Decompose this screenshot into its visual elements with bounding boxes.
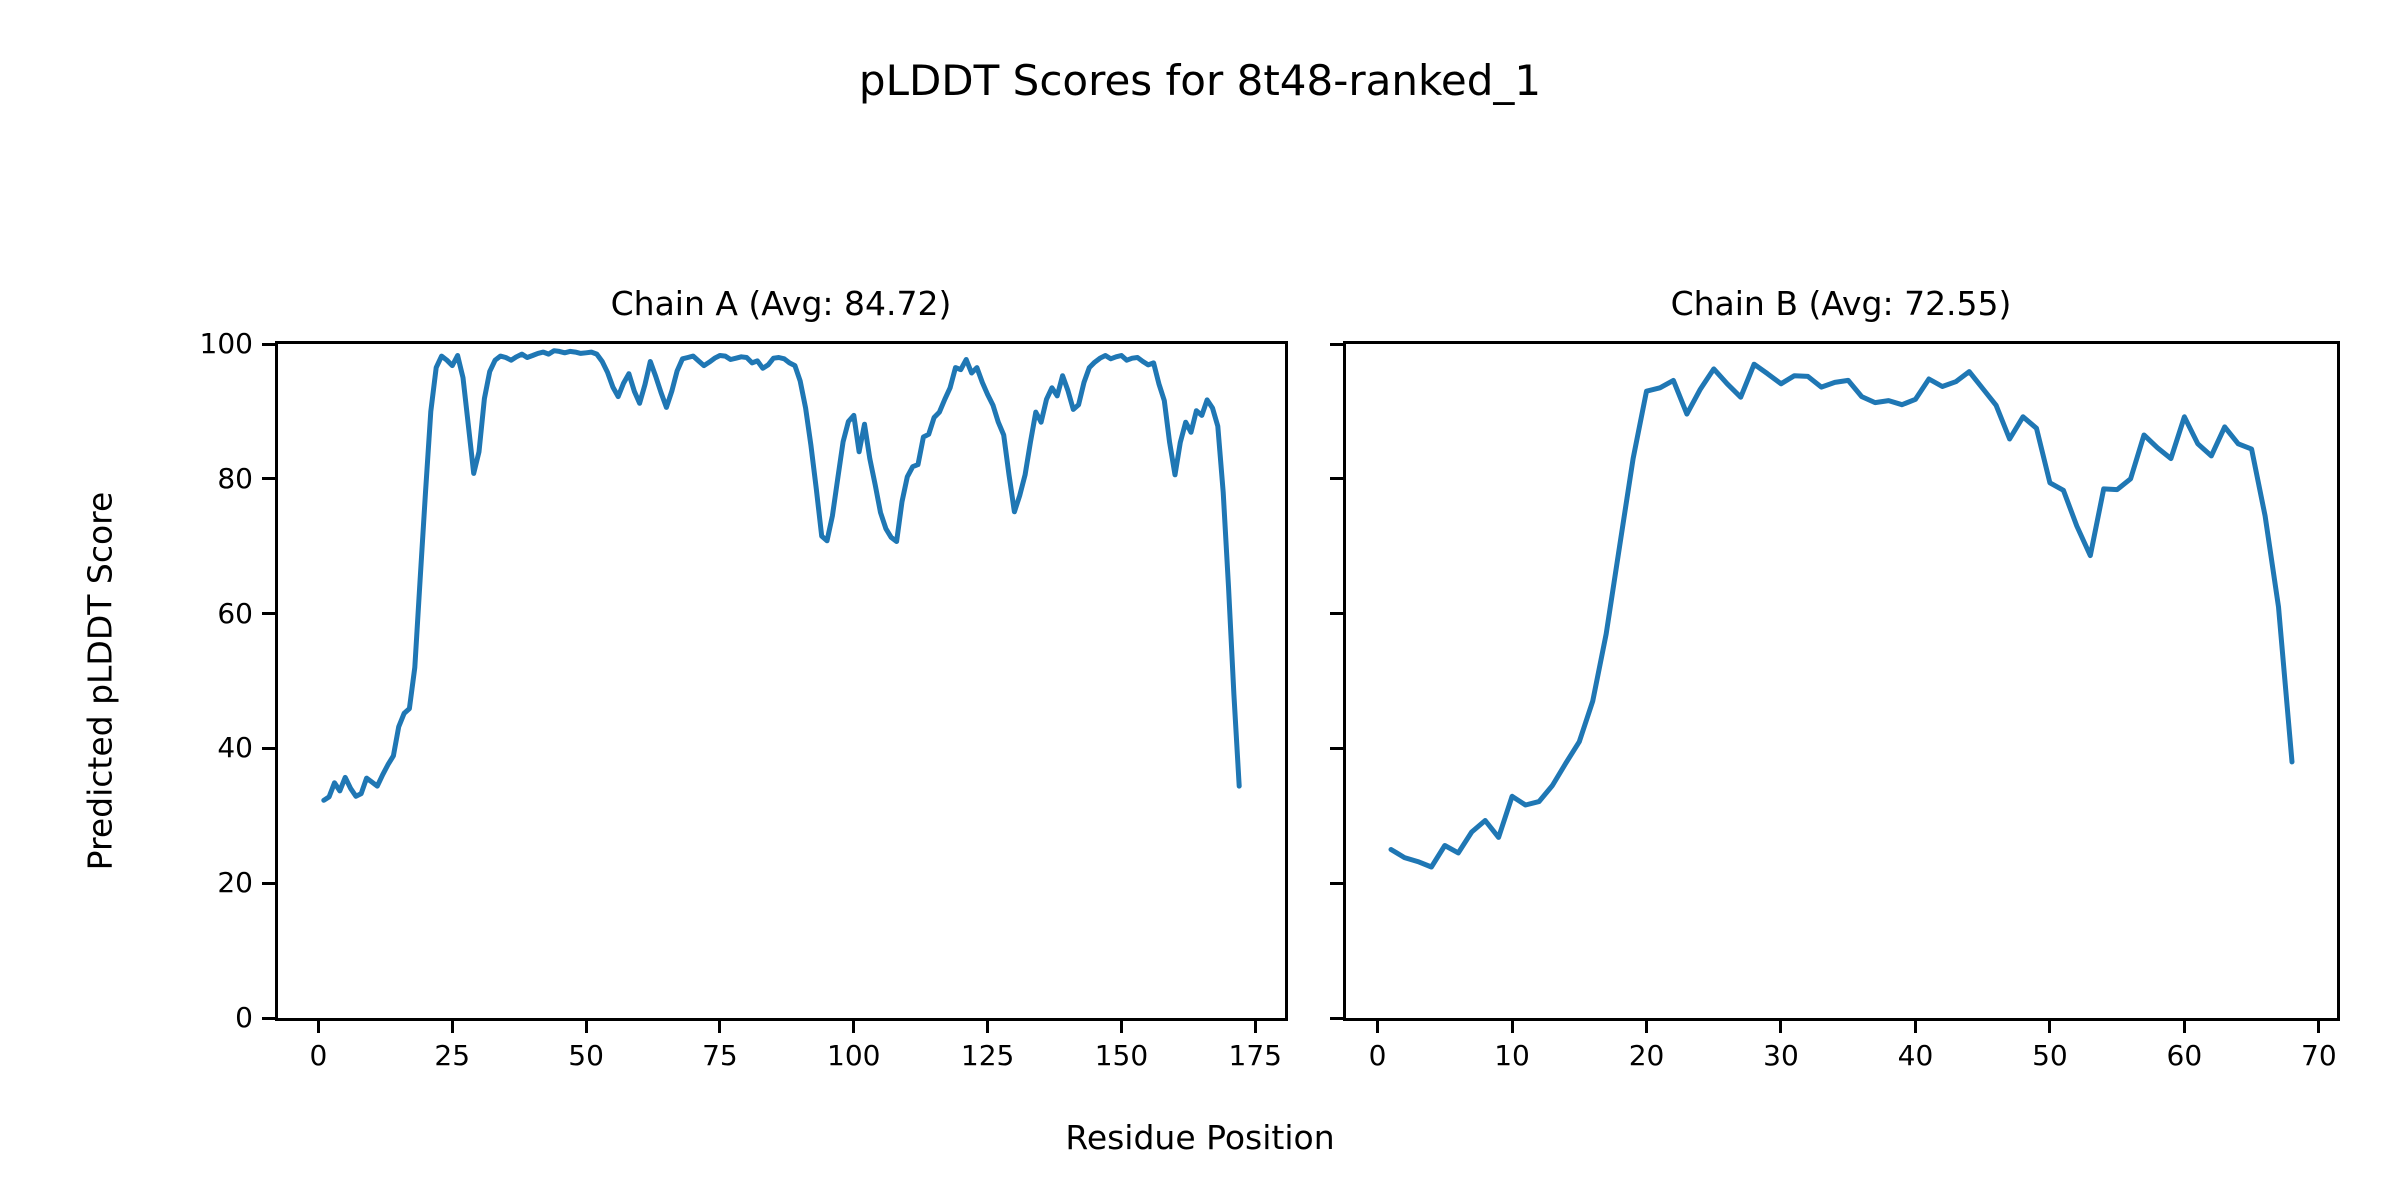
y-tick-label: 60 — [217, 596, 253, 630]
y-tick-mark — [262, 477, 275, 481]
y-tick-mark — [1330, 612, 1343, 616]
x-tick-mark — [1119, 1020, 1123, 1033]
plddt-line-plot — [321, 348, 1242, 803]
y-axis-label: Predicted pLDDT Score — [80, 491, 120, 871]
x-tick-mark — [1779, 1020, 1783, 1033]
x-tick-mark — [852, 1020, 856, 1033]
x-axis-label: Residue Position — [1065, 1118, 1335, 1157]
x-tick-label: 10 — [1494, 1039, 1530, 1072]
y-tick-mark — [262, 1016, 275, 1020]
y-tick-label: 80 — [217, 461, 253, 495]
x-tick-mark — [1510, 1020, 1514, 1033]
chain-b-axes — [1343, 341, 2340, 1021]
y-tick-mark — [1330, 1016, 1343, 1020]
chain-a-axes — [275, 341, 1288, 1021]
y-tick-label: 100 — [199, 327, 253, 360]
x-tick-label: 50 — [2032, 1039, 2068, 1072]
y-tick-mark — [1330, 881, 1343, 885]
x-tick-mark — [986, 1020, 990, 1033]
x-tick-mark — [2317, 1020, 2321, 1033]
plddt-series-line — [321, 348, 1242, 803]
figure-title: pLDDT Scores for 8t48-ranked_1 — [858, 56, 1542, 105]
x-tick-label: 150 — [1094, 1039, 1149, 1072]
x-tick-mark — [1253, 1020, 1257, 1033]
y-tick-mark — [262, 342, 275, 346]
x-tick-label: 175 — [1228, 1039, 1282, 1072]
chain-b-title: Chain B (Avg: 72.55) — [1670, 284, 2012, 323]
x-tick-mark — [450, 1020, 454, 1033]
x-tick-label: 70 — [2301, 1039, 2337, 1072]
x-tick-label: 20 — [1628, 1039, 1665, 1072]
y-tick-label: 40 — [217, 731, 253, 765]
x-tick-mark — [1913, 1020, 1917, 1033]
x-tick-mark — [316, 1020, 320, 1033]
y-tick-label: 20 — [217, 866, 253, 900]
y-tick-mark — [1330, 477, 1343, 481]
x-tick-label: 40 — [1897, 1039, 1934, 1072]
y-tick-mark — [1330, 342, 1343, 346]
y-tick-mark — [262, 746, 275, 750]
x-tick-mark — [1376, 1020, 1380, 1033]
chain-a-title: Chain A (Avg: 84.72) — [610, 284, 952, 323]
x-tick-mark — [584, 1020, 588, 1033]
x-tick-label: 125 — [960, 1039, 1015, 1072]
x-tick-mark — [2182, 1020, 2186, 1033]
x-tick-mark — [1645, 1020, 1649, 1033]
x-tick-label: 50 — [568, 1039, 604, 1072]
plddt-series-line — [1388, 361, 2295, 870]
x-tick-label: 0 — [309, 1039, 328, 1072]
y-tick-mark — [262, 881, 275, 885]
plddt-line-plot — [1388, 361, 2295, 870]
x-tick-mark — [718, 1020, 722, 1033]
y-tick-mark — [1330, 746, 1343, 750]
x-tick-label: 100 — [827, 1039, 881, 1072]
x-tick-label: 0 — [1368, 1039, 1387, 1072]
x-tick-label: 60 — [2166, 1039, 2203, 1072]
x-tick-label: 30 — [1763, 1039, 1799, 1072]
x-tick-mark — [2048, 1020, 2052, 1033]
x-tick-label: 25 — [434, 1039, 471, 1072]
y-tick-label: 0 — [235, 1001, 253, 1034]
y-tick-mark — [262, 612, 275, 616]
x-tick-label: 75 — [702, 1039, 738, 1072]
